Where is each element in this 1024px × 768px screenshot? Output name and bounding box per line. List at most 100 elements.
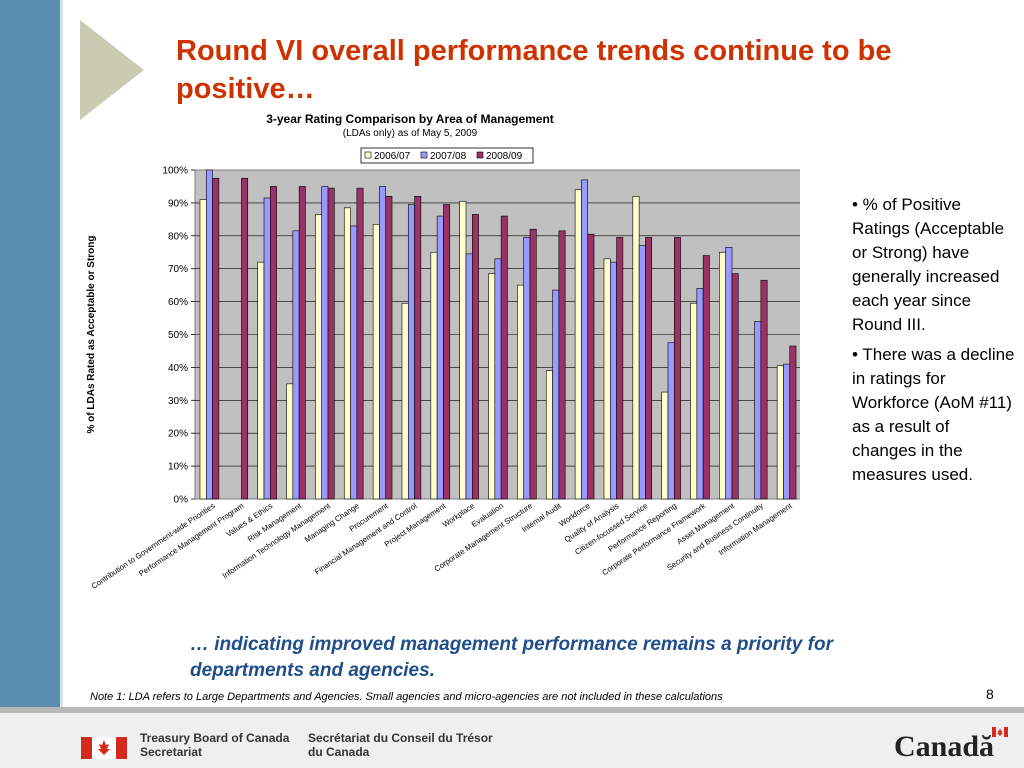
bar [327,187,335,500]
page-number: 8 [986,686,994,702]
bar [667,342,675,500]
left-accent-strip [60,0,63,707]
org-name-french-line2: du Canada [308,745,370,759]
bar [379,186,387,500]
canada-wordmark: Canadă [894,730,995,763]
chart-subtitle: (LDAs only) as of May 5, 2009 [342,128,478,139]
x-tick-label: Financial Management and Control [313,501,419,576]
legend-label: 2008/09 [486,151,523,162]
bar [199,199,207,500]
y-tick-label: 50% [168,330,188,341]
bar [558,230,566,500]
bar [638,245,646,500]
bar [356,187,364,500]
bar [587,233,595,500]
left-accent-bar [0,0,60,707]
bar [500,215,508,500]
x-tick-label: Workplace [441,501,476,529]
bar [343,207,351,500]
bar [315,214,323,500]
bar [298,186,306,500]
footer-panel: Treasury Board of Canada Secretariat Sec… [0,713,1024,768]
canada-flag-icon [81,737,127,759]
org-name-french: Secrétariat du Conseil du Trésor du Cana… [308,731,493,759]
footer: Treasury Board of Canada Secretariat Sec… [0,707,1024,768]
y-axis-label: % of LDAs Rated as Acceptable or Strong [86,236,97,434]
org-name-english-line1: Treasury Board of Canada [140,731,290,745]
bullet-item: • There was a decline in ratings for Wor… [852,345,1015,484]
chevron-arrow-icon [80,20,144,120]
y-tick-label: 60% [168,297,188,308]
bar [465,253,473,500]
bar [257,261,265,500]
slide-title: Round VI overall performance trends cont… [176,35,892,105]
bar [436,215,444,500]
org-name-english-line2: Secretariat [140,745,203,759]
bar [783,363,791,500]
bar [286,383,294,500]
bar [321,186,329,500]
bar [401,302,409,500]
bar [581,179,589,500]
bar [517,284,525,500]
y-tick-label: 20% [168,429,188,440]
bar [690,302,698,500]
y-tick-label: 40% [168,363,188,374]
bar [754,321,762,500]
y-tick-label: 0% [174,495,189,506]
org-name-english: Treasury Board of Canada Secretariat [140,731,289,759]
bar [241,177,249,500]
bar [430,251,438,500]
bar [443,204,451,500]
conclusion-text: … indicating improved management perform… [190,634,833,681]
bullet-item: • % of Positive Ratings (Acceptable or S… [852,195,1005,334]
bar [789,345,797,500]
wordmark-flag-icon [992,727,1008,737]
legend-swatch [420,151,428,159]
bar [292,230,300,500]
y-tick-label: 90% [168,198,188,209]
y-tick-label: 30% [168,396,188,407]
bar [632,196,640,500]
bar [702,255,710,500]
bar [673,237,681,500]
bar [414,196,422,500]
y-tick-label: 80% [168,231,188,242]
y-tick-label: 70% [168,264,188,275]
bar [696,288,704,500]
bar [494,258,502,500]
bar [407,204,415,500]
bar [263,197,271,500]
bullet-list: • % of Positive Ratings (Acceptable or S… [852,193,1018,493]
legend-swatch [476,151,484,159]
bar [523,237,531,500]
bar [574,189,582,500]
bar [212,177,220,500]
legend-swatch [364,151,372,159]
bar [616,237,624,500]
chart-title: 3-year Rating Comparison by Area of Mana… [266,112,554,126]
x-tick-label: Contribution to Government-wide Prioriti… [90,501,217,591]
bar [350,225,358,500]
bar [471,214,479,500]
bar [488,273,496,500]
y-tick-label: 10% [168,462,188,473]
y-tick-label: 100% [162,166,188,177]
org-name-french-line1: Secrétariat du Conseil du Trésor [308,731,493,745]
bar [776,365,784,500]
bar [645,237,653,500]
bar-chart: 0% 10% 20% 30% 40% 50% 60% 70% 80% 90% 100% % of LD… [86,147,800,591]
bar [269,186,277,500]
legend-label: 2007/08 [430,151,467,162]
bar [385,196,393,500]
bar [731,273,739,500]
bar [719,251,727,500]
bar [545,370,553,500]
bar [760,279,768,500]
footer-divider [0,707,1024,713]
legend-box [360,147,534,164]
bar [603,258,611,500]
bar [205,169,213,500]
bar [459,200,467,500]
legend-label: 2006/07 [374,151,411,162]
